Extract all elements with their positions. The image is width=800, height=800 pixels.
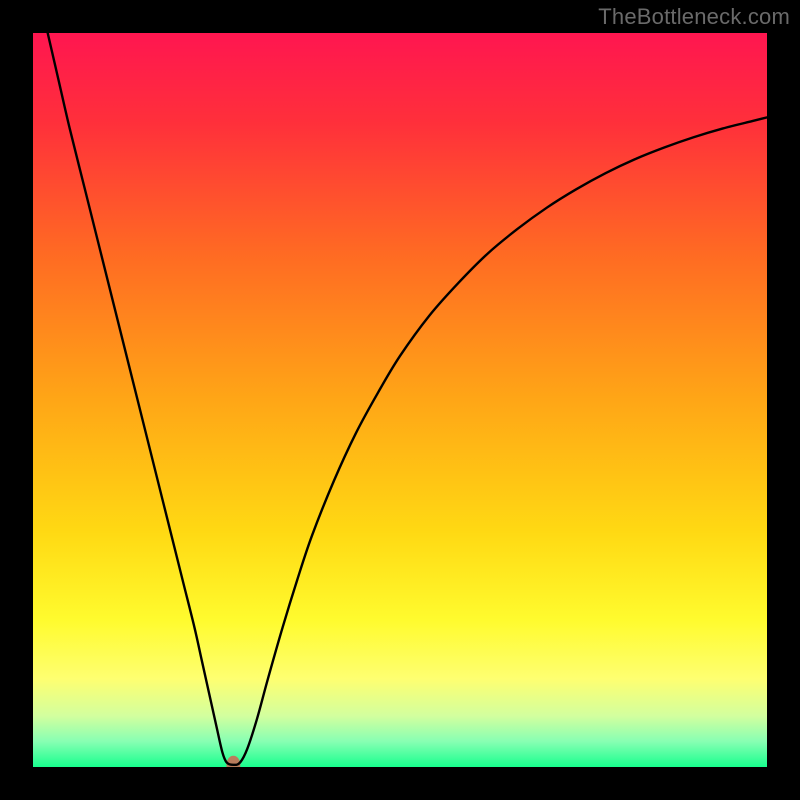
curve-layer	[33, 33, 767, 767]
watermark-text: TheBottleneck.com	[598, 4, 790, 30]
plot-area	[33, 33, 767, 767]
chart-container: TheBottleneck.com	[0, 0, 800, 800]
bottleneck-curve	[48, 33, 767, 765]
